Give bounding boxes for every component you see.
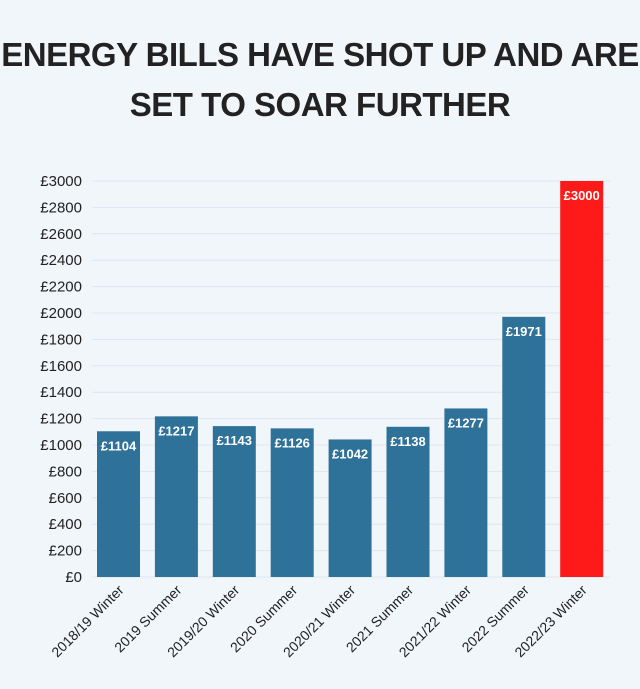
y-tick-label: £400 bbox=[49, 516, 82, 533]
bar bbox=[502, 316, 546, 577]
bar bbox=[270, 428, 314, 577]
bar bbox=[328, 439, 372, 577]
y-tick-label: £0 bbox=[65, 569, 82, 586]
y-tick-label: £1200 bbox=[40, 411, 82, 428]
y-tick-label: £1000 bbox=[40, 437, 82, 454]
bar bbox=[154, 416, 198, 577]
data-label: £3000 bbox=[564, 188, 600, 203]
y-tick-label: £200 bbox=[49, 543, 82, 560]
data-label: £1104 bbox=[101, 438, 137, 453]
y-axis: £0 £200 £400 £600 £800 £1000 £1200 £1400 £1600 £1… bbox=[40, 173, 82, 586]
data-label: £1138 bbox=[390, 434, 425, 449]
y-tick-label: £2600 bbox=[40, 226, 82, 243]
bar bbox=[97, 431, 140, 577]
data-label: £1971 bbox=[506, 324, 542, 339]
y-tick-label: £3000 bbox=[40, 173, 82, 190]
data-label: £1126 bbox=[274, 435, 309, 450]
title-line-1: ENERGY BILLS HAVE SHOT UP AND ARE bbox=[1, 36, 639, 73]
bar bbox=[560, 181, 604, 577]
y-tick-label: £2000 bbox=[40, 305, 82, 322]
y-tick-label: £2200 bbox=[40, 279, 82, 296]
data-label: £1042 bbox=[332, 446, 368, 461]
y-tick-label: £1600 bbox=[40, 358, 82, 375]
data-labels: £1104 £1217 £1143 £1126 £1042 £1138 £1277 £1971… bbox=[101, 188, 600, 461]
bars bbox=[97, 181, 604, 577]
y-tick-label: £1400 bbox=[40, 384, 82, 401]
data-label: £1217 bbox=[158, 423, 194, 438]
y-tick-label: £2800 bbox=[40, 199, 82, 216]
data-label: £1277 bbox=[448, 415, 484, 430]
y-tick-label: £600 bbox=[49, 490, 82, 507]
chart-title: ENERGY BILLS HAVE SHOT UP AND ARE SET TO… bbox=[0, 30, 640, 130]
bar bbox=[444, 408, 488, 577]
y-tick-label: £800 bbox=[49, 463, 82, 480]
bar bbox=[212, 426, 256, 577]
data-label: £1143 bbox=[217, 433, 252, 448]
title-line-2: SET TO SOAR FURTHER bbox=[129, 86, 511, 123]
y-tick-label: £2400 bbox=[40, 252, 82, 269]
y-tick-label: £1800 bbox=[40, 331, 82, 348]
bar bbox=[386, 426, 430, 577]
